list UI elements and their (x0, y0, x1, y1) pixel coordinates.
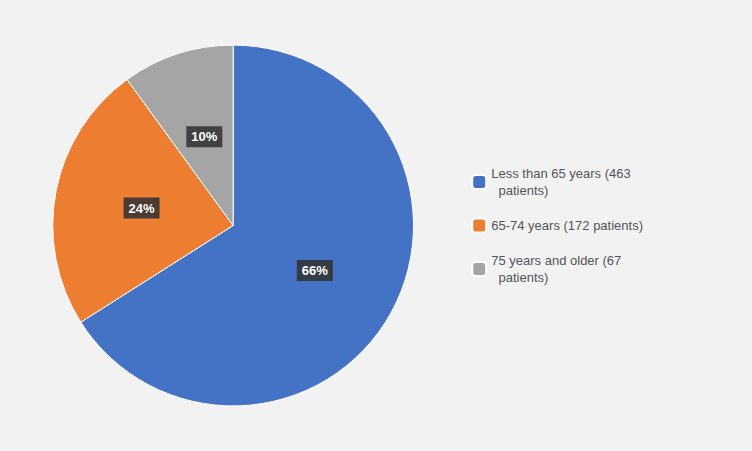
svg-text:75 years and older (67: 75 years and older (67 (491, 253, 621, 268)
svg-text:24%: 24% (129, 201, 155, 216)
svg-text:Less than 65 years (463: Less than 65 years (463 (491, 166, 630, 181)
svg-text:10%: 10% (191, 129, 217, 144)
svg-text:patients): patients) (491, 270, 548, 285)
svg-text:65-74 years (172 patients): 65-74 years (172 patients) (491, 218, 643, 233)
svg-text:patients): patients) (491, 183, 548, 198)
svg-text:66%: 66% (302, 263, 328, 278)
